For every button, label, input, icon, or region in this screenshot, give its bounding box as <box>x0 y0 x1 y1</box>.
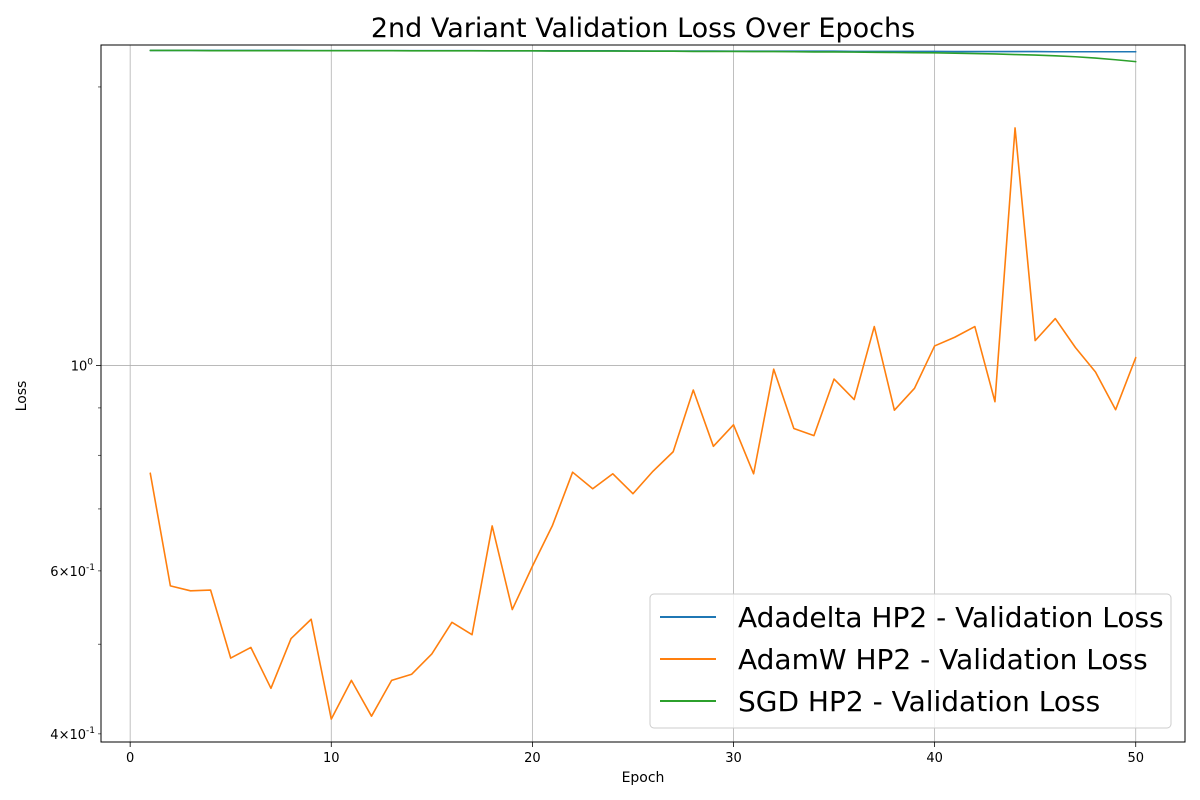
y-tick-label: 4×10-1 <box>50 726 95 743</box>
x-tick-label: 20 <box>524 751 541 766</box>
x-axis-ticks: 0 10 20 30 40 50 <box>126 742 1144 766</box>
legend: Adadelta HP2 - Validation Loss AdamW HP2 … <box>649 593 1172 729</box>
x-tick-label: 50 <box>1127 751 1144 766</box>
y-axis-label: Loss <box>14 381 30 412</box>
plot-frame <box>100 44 1186 743</box>
x-tick-label: 40 <box>926 751 943 766</box>
series-line-3 <box>149 49 1137 63</box>
legend-box <box>649 593 1172 729</box>
legend-label: Adadelta HP2 - Validation Loss <box>738 601 1164 634</box>
legend-label: AdamW HP2 - Validation Loss <box>738 643 1148 676</box>
series-line-2 <box>149 127 1137 720</box>
x-tick-label: 10 <box>323 751 340 766</box>
y-tick-label: 6×10-1 <box>50 563 95 580</box>
y-axis-ticks: 100 4×10-1 6×10-1 <box>50 86 101 743</box>
x-axis-label: Epoch <box>622 770 665 786</box>
chart-title: 2nd Variant Validation Loss Over Epochs <box>371 13 915 44</box>
legend-label: SGD HP2 - Validation Loss <box>738 685 1100 718</box>
x-tick-label: 30 <box>725 751 742 766</box>
series-lines <box>149 49 1137 720</box>
y-tick-label: 100 <box>71 358 94 375</box>
x-tick-label: 0 <box>126 751 134 766</box>
